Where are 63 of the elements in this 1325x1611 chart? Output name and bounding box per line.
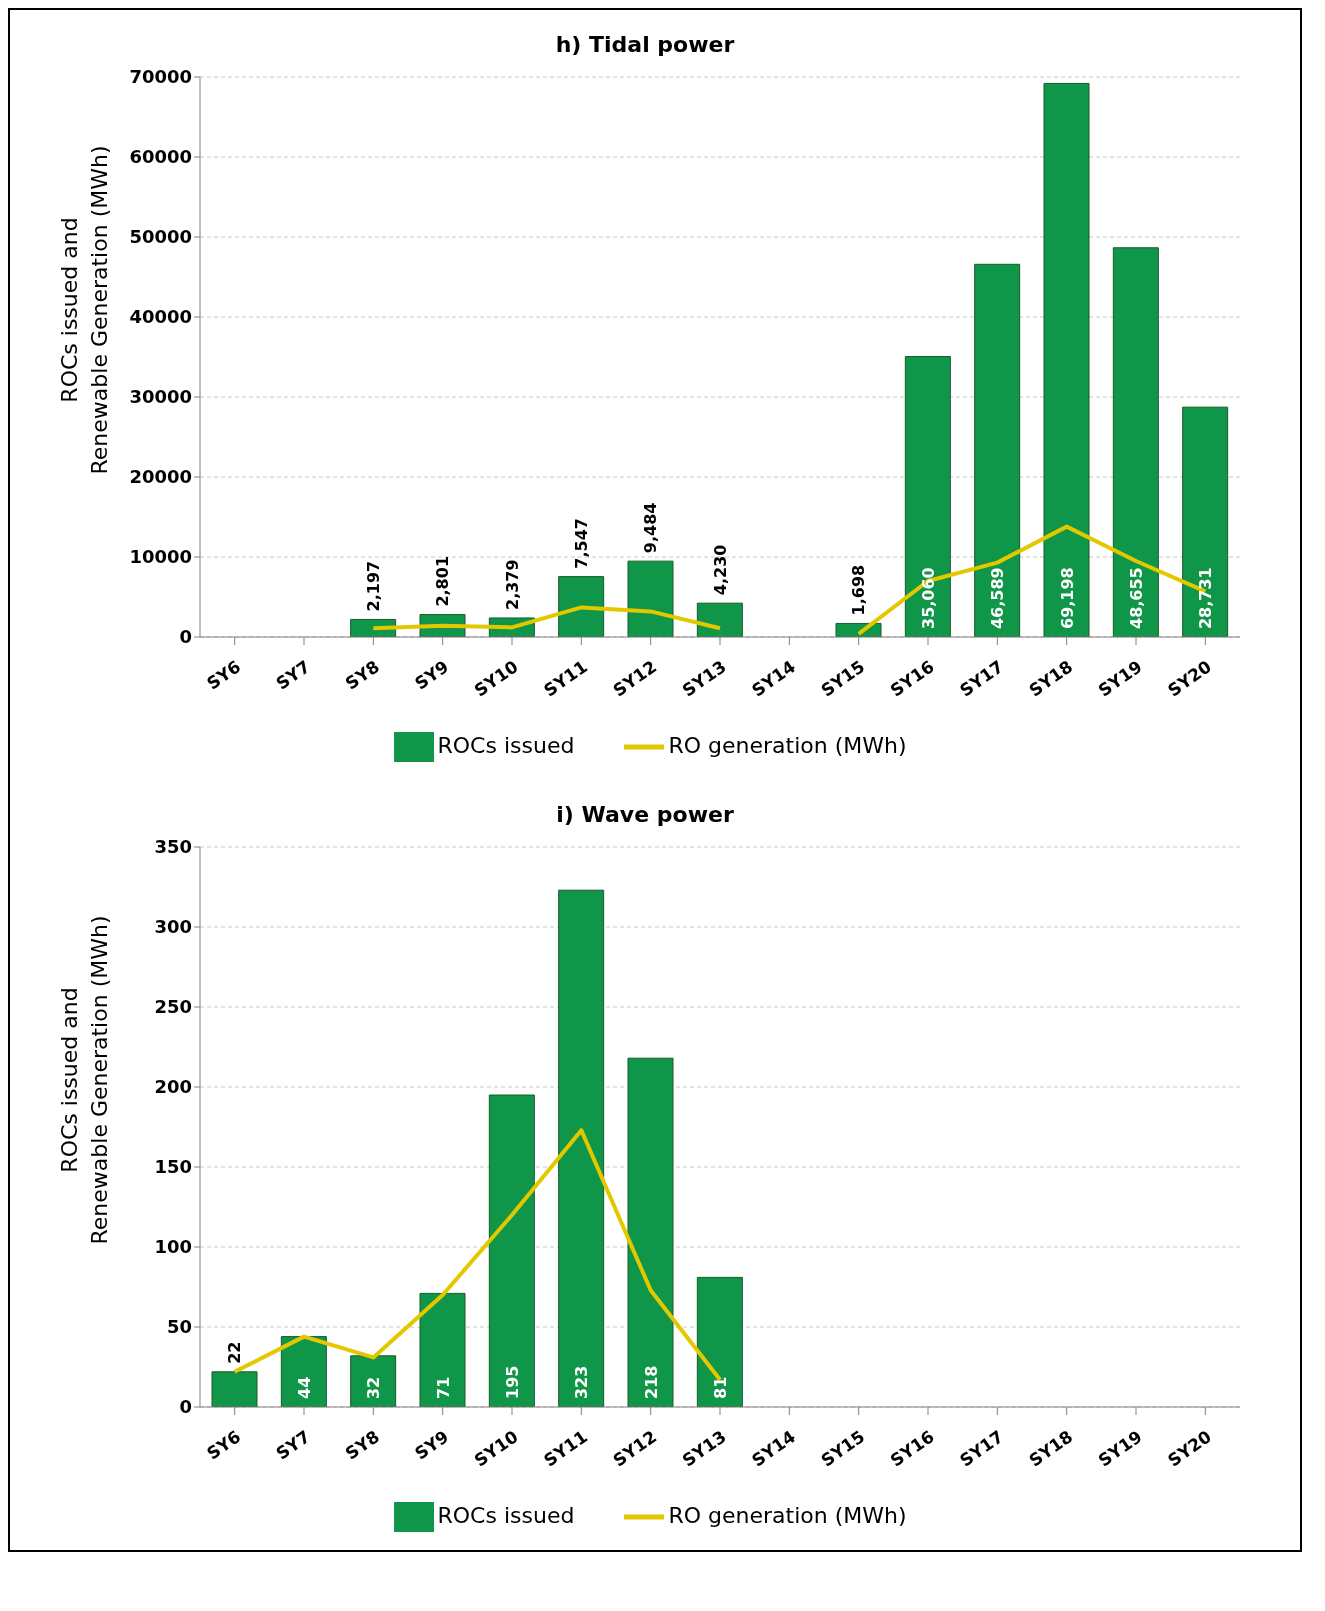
x-tick-label: SY8 [341, 1426, 383, 1464]
data-label: 2,197 [364, 560, 384, 612]
data-label: 48,655 [1126, 567, 1146, 629]
bar [488, 1094, 535, 1407]
data-label: 1,698 [849, 564, 869, 616]
bar [1182, 406, 1229, 637]
bar [627, 560, 674, 637]
bar [627, 1057, 674, 1407]
y-tick-label: 150 [154, 1156, 192, 1178]
chart-title: i) Wave power [555, 801, 735, 827]
chart-title: h) Tidal power [554, 31, 736, 57]
y-tick-label: 100 [154, 1236, 192, 1258]
legend-label: ROCs issued [437, 1503, 575, 1528]
data-label: 44 [294, 1376, 314, 1399]
bar [558, 889, 605, 1407]
y-tick-label: 40000 [129, 306, 192, 328]
y-tick-label: 70000 [129, 66, 192, 88]
y-tick-label: 300 [154, 916, 192, 938]
y-tick-label: 350 [154, 836, 192, 858]
legend-label: RO generation (MWh) [668, 1503, 907, 1528]
data-label: 81 [710, 1376, 730, 1399]
y-tick-label: 200 [154, 1076, 192, 1098]
data-label: 22 [225, 1341, 245, 1364]
data-label: 2,801 [433, 555, 453, 607]
y-tick-label: 50 [166, 1316, 192, 1338]
bar [1112, 247, 1159, 637]
y-tick-label: 250 [154, 996, 192, 1018]
data-label: 2,379 [502, 559, 522, 610]
bar [974, 263, 1021, 637]
y-tick-label: 0 [179, 1396, 192, 1418]
bar [558, 576, 605, 637]
x-tick-label: SY9 [411, 1426, 453, 1464]
data-label: 46,589 [988, 567, 1008, 629]
y-axis-title: ROCs issued and Renewable Generation (MWh) [57, 915, 112, 1245]
bar [1043, 82, 1090, 637]
legend-label: ROCs issued [437, 733, 575, 758]
y-tick-label: 0 [179, 626, 192, 648]
bar [211, 1371, 258, 1407]
y-tick-label: 20000 [129, 466, 192, 488]
data-label: 69,198 [1057, 567, 1077, 629]
bar [419, 1292, 466, 1407]
data-label: 28,731 [1196, 567, 1216, 629]
data-label: 195 [502, 1365, 522, 1399]
bar [350, 1355, 397, 1407]
x-tick-label: SY8 [341, 656, 383, 694]
data-label: 4,230 [710, 544, 730, 596]
x-tick-label: SY9 [411, 656, 453, 694]
data-label: 35,060 [918, 567, 938, 629]
data-label: 71 [433, 1376, 453, 1399]
y-tick-label: 60000 [129, 146, 192, 168]
data-label: 32 [364, 1376, 384, 1399]
data-label: 7,547 [572, 518, 592, 569]
y-axis-title: ROCs issued and Renewable Generation (MWh) [57, 145, 112, 475]
bar [696, 1276, 743, 1407]
legend-label: RO generation (MWh) [668, 733, 907, 758]
data-label: 9,484 [641, 502, 661, 554]
bar [696, 602, 743, 637]
data-label: 218 [641, 1365, 661, 1399]
y-tick-label: 10000 [129, 546, 192, 568]
bar [904, 356, 951, 637]
y-tick-label: 30000 [129, 386, 192, 408]
data-label: 323 [572, 1365, 592, 1399]
y-tick-label: 50000 [129, 226, 192, 248]
